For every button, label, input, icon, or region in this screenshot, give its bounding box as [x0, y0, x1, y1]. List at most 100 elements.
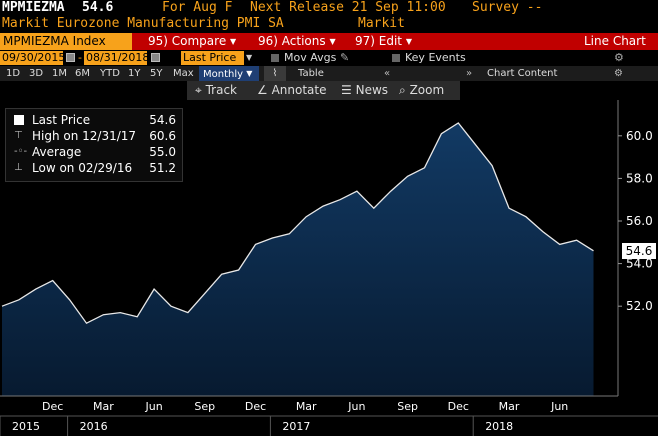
legend-high: ⊤ High on 12/31/17 60.6 [6, 128, 182, 144]
line-chart-icon[interactable]: ⌇ [264, 66, 286, 81]
x-month-label: Sep [194, 400, 215, 413]
last-value-marker: 54.6 [622, 242, 656, 259]
legend-value: 55.0 [149, 145, 176, 159]
edit-label: 97) Edit [355, 34, 403, 48]
period-max[interactable]: Max [173, 68, 194, 79]
calendar-icon[interactable] [151, 53, 160, 62]
key-events-checkbox[interactable] [392, 54, 400, 62]
legend-value: 51.2 [149, 161, 176, 175]
x-month-label: Dec [448, 400, 469, 413]
compare-label: 95) Compare [148, 34, 227, 48]
x-month-label: Jun [145, 400, 163, 413]
line-chart[interactable]: 52.0 54.0 56.0 58.0 60.0 Dec Mar Jun Sep Dec Mar Ju… [0, 100, 658, 436]
period-5y[interactable]: 5Y [150, 68, 163, 79]
x-year-label: 2018 [485, 420, 513, 433]
frequency-select[interactable]: Monthly ▼ [199, 66, 259, 81]
x-month-label: Mar [499, 400, 520, 413]
x-month-label: Dec [245, 400, 266, 413]
x-month-label: Jun [347, 400, 365, 413]
mov-avgs-label: Mov Avgs [284, 51, 337, 64]
low-marker-icon: ⊥ [14, 162, 23, 173]
expand-right-icon[interactable]: » [466, 68, 473, 79]
legend-label: Average [32, 145, 82, 159]
mov-avgs-checkbox[interactable] [271, 54, 279, 62]
security-header: MPMIEZMA 54.6 For Aug F Next Release 21 … [0, 0, 658, 16]
security-description-row: Markit Eurozone Manufacturing PMI SA Mar… [0, 16, 658, 32]
news-label: News [355, 83, 389, 97]
function-bar: MPMIEZMA Index 95) Compare ▼ 96) Actions… [0, 33, 658, 50]
period-1y[interactable]: 1Y [128, 68, 141, 79]
x-month-label: Jun [550, 400, 568, 413]
high-marker-icon: ⊤ [14, 130, 23, 141]
ticker-symbol: MPMIEZMA [2, 0, 65, 15]
x-month-label: Mar [93, 400, 114, 413]
gear-icon[interactable]: ⚙ [614, 68, 623, 79]
pencil-icon: ∠ [257, 83, 268, 97]
chart-content-button[interactable]: Chart Content [487, 68, 558, 79]
y-tick-label: 52.0 [626, 299, 653, 313]
field-select[interactable]: Last Price [181, 51, 244, 65]
chart-legend: Last Price 54.6 ⊤ High on 12/31/17 60.6 … [5, 108, 183, 182]
date-range-row: 09/30/2015 - 08/31/2018 Last Price ▼ Mov… [0, 50, 658, 66]
survey-value: Survey -- [472, 0, 543, 15]
x-month-label: Sep [397, 400, 418, 413]
actions-label: 96) Actions [258, 34, 326, 48]
legend-low: ⊥ Low on 02/29/16 51.2 [6, 160, 182, 176]
legend-average: -◦- Average 55.0 [6, 144, 182, 160]
zoom-label: Zoom [409, 83, 445, 97]
legend-value: 60.6 [149, 129, 176, 143]
period-ytd[interactable]: YTD [100, 68, 120, 79]
news-tool[interactable]: ☰ News [341, 81, 388, 100]
actions-button[interactable]: 96) Actions ▼ [258, 33, 336, 50]
table-button[interactable]: Table [298, 68, 324, 79]
legend-label: Low on 02/29/16 [32, 161, 133, 175]
chart-tools: ⌖ Track ∠ Annotate ☰ News ⌕ Zoom [187, 81, 460, 100]
series-line [1, 122, 594, 325]
calendar-icon[interactable] [66, 53, 75, 62]
data-source: Markit [358, 16, 405, 31]
security-description: Markit Eurozone Manufacturing PMI SA [2, 16, 284, 31]
annotate-tool[interactable]: ∠ Annotate [257, 81, 327, 100]
track-label: Track [205, 83, 237, 97]
chevron-down-icon: ▼ [329, 37, 336, 46]
chevron-down-icon[interactable]: ▼ [246, 53, 253, 62]
magnifier-icon: ⌕ [399, 83, 406, 97]
zoom-tool[interactable]: ⌕ Zoom [399, 81, 444, 100]
x-year-label: 2016 [80, 420, 108, 433]
chart-type-title: Line Chart [584, 34, 646, 48]
period-1m[interactable]: 1M [52, 68, 67, 79]
chevron-down-icon: ▼ [230, 37, 237, 46]
compare-button[interactable]: 95) Compare ▼ [148, 33, 236, 50]
end-date-field[interactable]: 08/31/2018 [84, 51, 150, 65]
track-tool[interactable]: ⌖ Track [195, 81, 237, 100]
date-separator: - [78, 51, 82, 64]
chevron-down-icon: ▼ [405, 37, 412, 46]
period-selector: 1D 3D 1M 6M YTD 1Y 5Y Max Monthly ▼ ⌇ Ta… [0, 66, 658, 81]
legend-last-price: Last Price 54.6 [6, 112, 182, 128]
x-month-label: Mar [296, 400, 317, 413]
y-tick-label: 60.0 [626, 129, 653, 143]
y-tick-label: 54.0 [626, 257, 653, 271]
period-6m[interactable]: 6M [75, 68, 90, 79]
period-1d[interactable]: 1D [6, 68, 21, 79]
edit-button[interactable]: 97) Edit ▼ [355, 33, 412, 50]
period-3d[interactable]: 3D [29, 68, 44, 79]
next-release: Next Release 21 Sep 11:00 [250, 0, 446, 15]
annotate-label: Annotate [271, 83, 327, 97]
series-swatch [14, 115, 24, 125]
pencil-icon[interactable]: ✎ [340, 51, 350, 64]
ticker-field[interactable]: MPMIEZMA Index [0, 33, 132, 50]
x-month-label: Dec [42, 400, 63, 413]
legend-value: 54.6 [149, 113, 176, 127]
x-year-label: 2017 [282, 420, 310, 433]
frequency-label: Monthly [203, 69, 244, 80]
y-tick-label: 56.0 [626, 214, 653, 228]
area-fill [2, 123, 594, 396]
y-tick-label: 58.0 [626, 171, 653, 185]
release-period: For Aug F [162, 0, 233, 15]
collapse-left-icon[interactable]: « [384, 68, 391, 79]
crosshair-icon: ⌖ [195, 83, 202, 97]
key-events-label: Key Events [405, 51, 466, 64]
start-date-field[interactable]: 09/30/2015 [0, 51, 66, 65]
gear-icon[interactable]: ⚙ [614, 51, 624, 64]
